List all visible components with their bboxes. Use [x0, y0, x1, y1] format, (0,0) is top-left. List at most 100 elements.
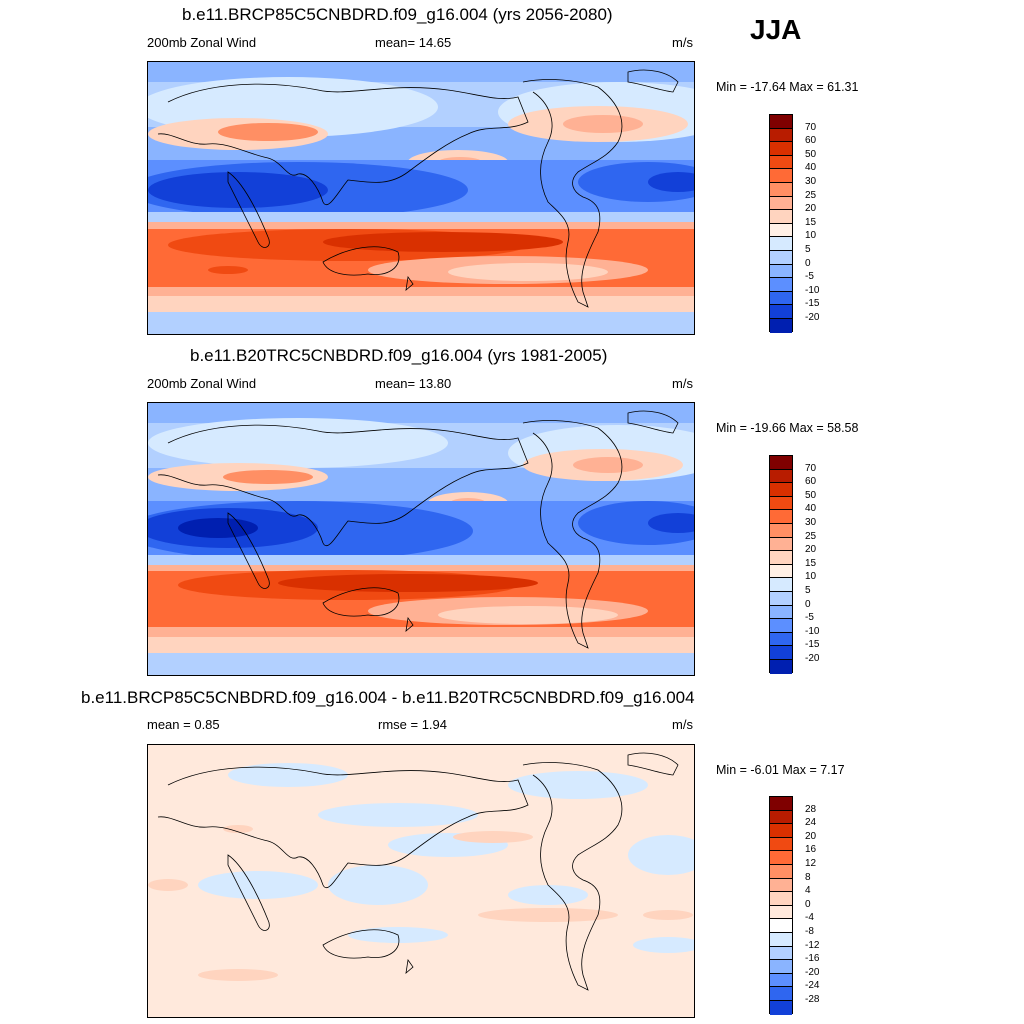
panel2-colorbar-swatch [770, 496, 792, 511]
panel3-mean-label: mean = 0.85 [147, 717, 220, 732]
panel3-colorbar-level-label: -16 [805, 953, 820, 965]
panel2-colorbar-swatch [770, 551, 792, 565]
panel2-mean-label: mean= 13.80 [375, 376, 452, 391]
panel3-colorbar-level-label: -8 [805, 926, 814, 937]
panel1-colorbar-swatch [770, 291, 792, 306]
panel2-colorbar-swatch [770, 605, 792, 620]
panel2-colorbar-level-label: -20 [805, 653, 820, 664]
panel2-colorbar-swatch [770, 456, 792, 470]
panel3-colorbar-swatch [770, 851, 792, 865]
panel1-colorbar-swatch [770, 182, 792, 197]
panel1-colorbar-level-label: -20 [805, 312, 820, 323]
panel3-colorbar-level-label: -20 [805, 966, 820, 978]
panel2-colorbar-swatch [770, 646, 792, 660]
panel3-colorbar-swatch [770, 892, 792, 906]
panel1-colorbar-swatch [770, 169, 792, 183]
panel1-colorbar-level-label: -5 [805, 271, 814, 283]
panel2-colorbar-swatch [770, 510, 792, 524]
panel3-colorbar-level-label: 12 [805, 858, 817, 869]
panel3-colorbar-level-label: -4 [805, 912, 814, 924]
panel1-mean-label: mean= 14.65 [375, 35, 452, 50]
panel2-colorbar-level-label: 5 [805, 585, 811, 596]
panel1-colorbar-level-label: 0 [805, 257, 811, 269]
panel2-colorbar-swatch [770, 659, 792, 674]
panel1-colorbar-level-label: 25 [805, 189, 817, 201]
panel1-colorbar-swatch [770, 155, 792, 170]
panel1-colorbar-swatch [770, 305, 792, 319]
panel2-colorbar-level-label: 25 [805, 530, 817, 542]
panel1-colorbar-swatch [770, 196, 792, 211]
panel2-map [147, 402, 695, 676]
panel3-colorbar-level-label: 28 [805, 803, 817, 815]
panel3-colorbar-swatch [770, 878, 792, 893]
panel2-colorbar-swatch [770, 619, 792, 633]
panel3-colorbar-level-label: 8 [805, 871, 811, 883]
panel3-colorbar-level-label: 4 [805, 885, 811, 897]
panel2-colorbar-swatch [770, 523, 792, 538]
panel3-colorbar-level-label: -28 [805, 994, 820, 1005]
panel1-colorbar-swatch [770, 250, 792, 265]
panel2-colorbar-level-label: 10 [805, 571, 817, 583]
panel2-colorbar-level-label: -5 [805, 612, 814, 624]
panel3-colorbar: 28 24 20 16 12 8 4 0 -4 -8 -12 -16 -20 -24 -28 [769, 796, 819, 1015]
panel1-colorbar-swatch [770, 115, 792, 129]
panel3-colorbar-level-label: -12 [805, 939, 820, 951]
panel1-units: m/s [672, 35, 693, 50]
panel1-title: b.e11.BRCP85C5CNBDRD.f09_g16.004 (yrs 20… [182, 5, 613, 24]
panel2-colorbar-swatch [770, 537, 792, 552]
panel2-colorbar-swatch [770, 591, 792, 606]
panel1-colorbar-swatch [770, 237, 792, 251]
panel3-map [147, 744, 695, 1018]
panel2-colorbar-swatch [770, 483, 792, 497]
panel2-colorbar-level-label: 0 [805, 598, 811, 610]
panel3-colorbar-swatch [770, 864, 792, 879]
panel2-colorbar-level-label: -15 [805, 639, 820, 651]
panel3-minmax: Min = -6.01 Max = 7.17 [716, 763, 845, 777]
panel2-colorbar-level-label: 15 [805, 557, 817, 569]
panel2-colorbar-level-label: -10 [805, 625, 820, 637]
panel1-colorbar-level-label: 15 [805, 216, 817, 228]
panel3-rmse-label: rmse = 1.94 [378, 717, 448, 732]
panel3-colorbar-swatch [770, 919, 792, 933]
panel2-variable-label: 200mb Zonal Wind [147, 376, 257, 391]
panel1-colorbar-swatch [770, 223, 792, 238]
panel1-colorbar-level-label: 50 [805, 148, 817, 160]
panel3-colorbar-swatch [770, 824, 792, 838]
panel3-colorbar-swatch [770, 810, 792, 825]
panel1-colorbar-swatch [770, 318, 792, 333]
panel1-variable-label: 200mb Zonal Wind [147, 35, 257, 50]
panel3-colorbar-swatch [770, 905, 792, 920]
panel2-colorbar-swatch [770, 578, 792, 592]
panel2-colorbar-swatch [770, 469, 792, 484]
panel2-minmax: Min = -19.66 Max = 58.58 [716, 421, 859, 435]
panel3-colorbar-swatch [770, 973, 792, 988]
panel1-colorbar-swatch [770, 128, 792, 143]
panel3-units: m/s [672, 717, 693, 732]
panel1-minmax: Min = -17.64 Max = 61.31 [716, 80, 859, 94]
panel1-colorbar-level-label: -10 [805, 284, 820, 296]
panel3-colorbar-level-label: -24 [805, 980, 820, 992]
panel1-map [147, 61, 695, 335]
panel2-colorbar-level-label: 50 [805, 489, 817, 501]
panel2-colorbar-level-label: 20 [805, 544, 817, 556]
panel1-colorbar-level-label: 40 [805, 162, 817, 174]
panel3-colorbar-level-label: 24 [805, 817, 817, 829]
panel1-colorbar-swatch [770, 210, 792, 224]
panel3-colorbar-swatch [770, 987, 792, 1001]
panel1-colorbar-swatch [770, 278, 792, 292]
season-label: JJA [750, 14, 802, 45]
panel2-colorbar-level-label: 40 [805, 503, 817, 515]
panel2-units: m/s [672, 376, 693, 391]
panel1-colorbar-level-label: -15 [805, 298, 820, 310]
panel1-colorbar: 70 60 50 40 30 25 20 15 10 5 0 -5 -10 -15 -20 [769, 114, 819, 333]
panel1-colorbar-level-label: 20 [805, 203, 817, 215]
panel3-colorbar-swatch [770, 837, 792, 852]
panel3-title: b.e11.BRCP85C5CNBDRD.f09_g16.004 - b.e11… [81, 688, 695, 707]
panel3-colorbar-swatch [770, 1000, 792, 1015]
panel3-colorbar-level-label: 16 [805, 844, 817, 856]
panel2-colorbar: 70 60 50 40 30 25 20 15 10 5 0 -5 -10 -15 -20 [769, 455, 819, 674]
panel1-colorbar-level-label: 60 [805, 135, 817, 147]
panel2-colorbar-swatch [770, 632, 792, 647]
panel2-colorbar-swatch [770, 564, 792, 579]
panel3-colorbar-level-label: 20 [805, 830, 817, 842]
